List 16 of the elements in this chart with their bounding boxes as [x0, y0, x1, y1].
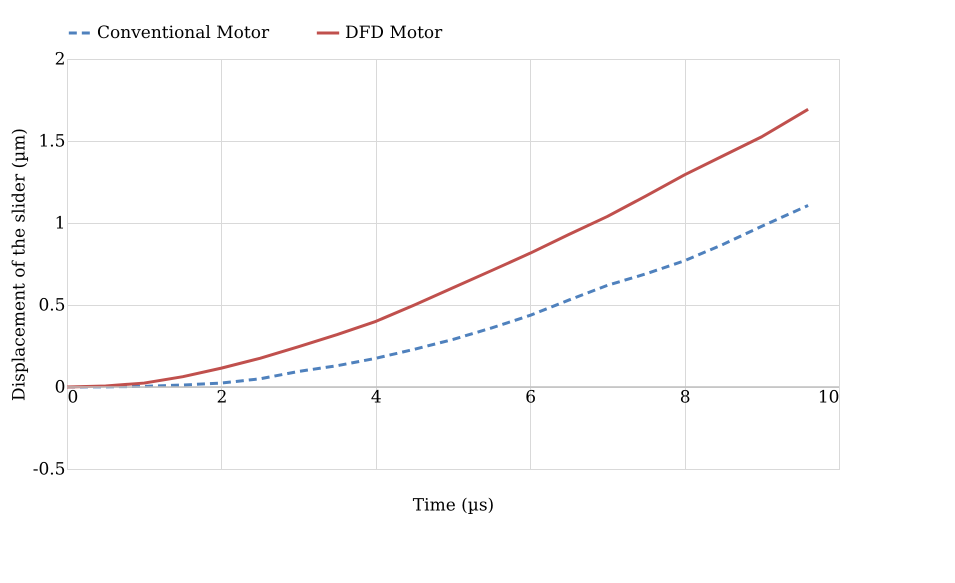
x-tick-label: 4 — [370, 388, 382, 408]
x-tick-label: 2 — [216, 388, 228, 408]
y-tick-label: 2 — [54, 50, 66, 70]
y-axis-title: Displacement of the slider (µm) — [10, 128, 30, 401]
x-axis-title: Time (µs) — [412, 496, 494, 516]
y-tick-label: 0.5 — [38, 296, 66, 316]
y-tick-label: 1 — [54, 214, 66, 234]
legend-label: DFD Motor — [345, 23, 444, 43]
y-tick-label: -0.5 — [32, 460, 66, 480]
x-tick-label: 0 — [68, 388, 78, 408]
x-tick-label: 8 — [680, 388, 691, 408]
y-tick-label: 1.5 — [38, 132, 66, 152]
line-series — [66, 108, 810, 388]
x-tick-label: 10 — [818, 388, 840, 408]
legend-label: Conventional Motor — [97, 23, 270, 43]
x-tick-label: 6 — [525, 388, 536, 408]
